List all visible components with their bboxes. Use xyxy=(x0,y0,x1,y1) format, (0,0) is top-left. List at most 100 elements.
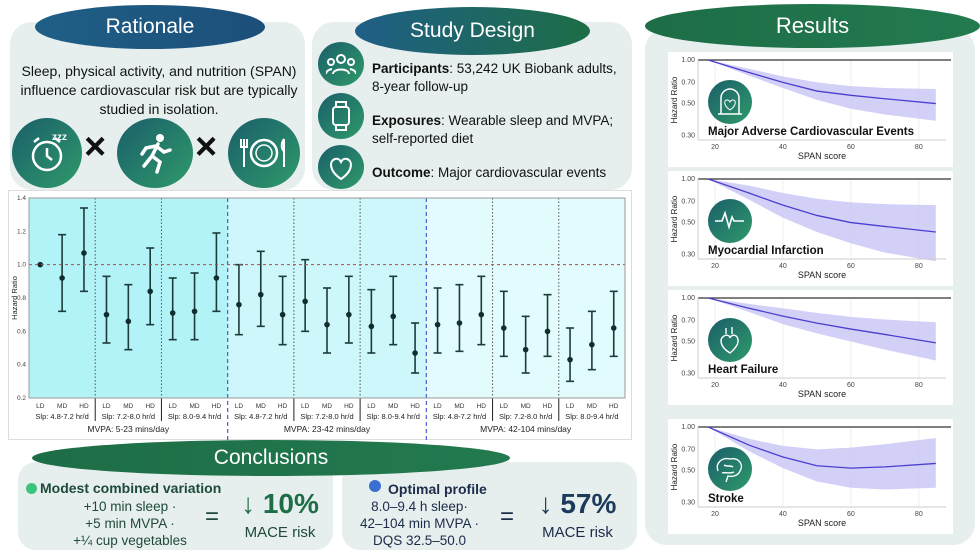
diet-label: LD xyxy=(566,403,575,410)
left-unit: MACE risk xyxy=(244,524,316,541)
x-tick-label: 60 xyxy=(847,382,855,389)
diet-label: HD xyxy=(344,403,354,410)
running-person-icon xyxy=(117,118,193,188)
conclusions-left-panel xyxy=(18,462,333,550)
x-tick-label: 40 xyxy=(779,263,787,270)
x-tick-label: 20 xyxy=(711,511,719,518)
right-line: 42–104 min MVPA · xyxy=(359,516,480,531)
participants-label: Participants xyxy=(372,61,450,76)
diet-label: MD xyxy=(587,403,597,410)
hr-point xyxy=(346,311,352,318)
y-tick-label: 0.70 xyxy=(681,446,695,453)
left-heading: Modest combined variation xyxy=(40,480,222,496)
conclusions-title: Conclusions xyxy=(32,440,510,476)
hr-point xyxy=(236,301,242,308)
y-tick-label: 0.70 xyxy=(681,79,695,86)
diet-label: HD xyxy=(609,403,619,410)
hazard-curve xyxy=(708,297,936,344)
hr-point xyxy=(610,325,617,331)
rationale-title: Rationale xyxy=(35,5,265,49)
y-tick-label: 1.00 xyxy=(681,176,695,183)
diet-label: MD xyxy=(123,403,133,410)
hr-point xyxy=(191,308,198,315)
hr-point xyxy=(412,350,418,356)
exposures-text: : Wearable sleep and MVPA; self-reported… xyxy=(372,113,614,146)
diet-label: LD xyxy=(169,403,178,410)
diet-label: MD xyxy=(190,403,200,410)
multiply-sign: × xyxy=(195,126,218,168)
diet-label: MD xyxy=(521,403,531,410)
hr-point xyxy=(589,341,595,348)
y-tick-label: 0.30 xyxy=(681,133,695,140)
right-heading: Optimal profile xyxy=(388,481,487,497)
result-chart-stroke: 0.30 0.50 0.70 1.00 20 40 60 80 SPAN score Hazard… xyxy=(668,419,953,534)
x-tick-label: 40 xyxy=(779,382,787,389)
rationale-text: Sleep, physical activity, and nutrition … xyxy=(20,63,298,117)
exposures-item: Exposures: Wearable sleep and MVPA; self… xyxy=(372,112,632,148)
hr-point xyxy=(324,321,330,328)
multiply-sign: × xyxy=(84,126,107,168)
right-line: DQS 32.5–50.0 xyxy=(372,533,467,548)
diet-label: MD xyxy=(57,403,67,410)
results-title: Results xyxy=(645,4,980,48)
result-chart-hf: 0.30 0.50 0.70 1.00 20 40 60 80 SPAN score Hazard… xyxy=(668,290,953,405)
outcome-title: Myocardial Infarction xyxy=(708,245,824,257)
alarm-clock-icon: zzz xyxy=(12,118,82,188)
sleep-label: Slp: 4.8-7.2 hr/d xyxy=(35,412,88,421)
x-axis-label: SPAN score xyxy=(798,518,846,528)
conclusions-right-panel xyxy=(342,462,637,550)
hr-point xyxy=(434,321,441,328)
diet-label: LD xyxy=(433,403,442,410)
diet-label: HD xyxy=(543,403,553,410)
heartbeat-icon xyxy=(708,199,752,243)
sleep-label: Slp: 4.8-7.2 hr/d xyxy=(234,412,287,421)
hazard-curve xyxy=(708,59,936,105)
tombstone-heart-icon xyxy=(708,80,752,124)
x-tick-label: 60 xyxy=(847,144,855,151)
diet-label: MD xyxy=(256,403,266,410)
x-tick-label: 80 xyxy=(915,263,923,270)
confidence-band xyxy=(708,427,936,490)
right-equals: = xyxy=(500,503,515,530)
diet-label: LD xyxy=(367,403,376,410)
y-tick-label: 0.30 xyxy=(681,500,695,507)
hr-point xyxy=(103,311,110,318)
outcome-item: Outcome: Major cardiovascular events xyxy=(372,164,632,182)
diet-label: LD xyxy=(301,403,310,410)
diet-label: MD xyxy=(454,403,464,410)
diet-label: MD xyxy=(322,403,332,410)
hr-point xyxy=(81,250,87,256)
result-chart-mace: 0.30 0.50 0.70 1.00 20 40 60 80 SPAN score Hazard… xyxy=(668,52,953,167)
outcome-title: Major Adverse Cardiovascular Events xyxy=(708,126,914,138)
study-design-title: Study Design xyxy=(355,7,590,55)
hazard-curve xyxy=(707,178,936,233)
plot-frame xyxy=(28,197,626,399)
sleep-label: Slp: 8.0-9.4 hr/d xyxy=(367,412,420,421)
x-tick-label: 20 xyxy=(711,263,719,270)
diet-label: LD xyxy=(500,403,509,410)
x-tick-label: 60 xyxy=(847,263,855,270)
y-tick-label: 0.70 xyxy=(681,198,695,205)
blue-bullet-icon xyxy=(369,480,381,492)
hr-point xyxy=(456,320,463,326)
brain-icon xyxy=(708,447,752,491)
y-tick-label: 0.8 xyxy=(17,295,26,302)
hr-point xyxy=(544,328,551,335)
sleep-label: Slp: 8.0-9.4 hr/d xyxy=(565,412,618,421)
left-line: +5 min MVPA · xyxy=(85,516,175,531)
x-tick-label: 40 xyxy=(779,511,787,518)
diet-label: MD xyxy=(388,403,398,410)
outcome-title: Heart Failure xyxy=(708,364,778,376)
hr-point xyxy=(125,318,132,325)
x-axis-label: SPAN score xyxy=(798,151,846,161)
y-tick-label: 0.50 xyxy=(681,468,695,475)
confidence-band xyxy=(708,60,936,121)
diet-label: HD xyxy=(477,403,487,410)
diet-label: LD xyxy=(235,403,244,410)
outcome-text: : Major cardiovascular events xyxy=(430,165,607,180)
y-tick-label: 1.00 xyxy=(681,295,695,302)
participants-item: Participants: 53,242 UK Biobank adults, … xyxy=(372,60,632,96)
diet-label: HD xyxy=(410,403,420,410)
y-axis-label: Hazard Ratio xyxy=(670,443,679,490)
